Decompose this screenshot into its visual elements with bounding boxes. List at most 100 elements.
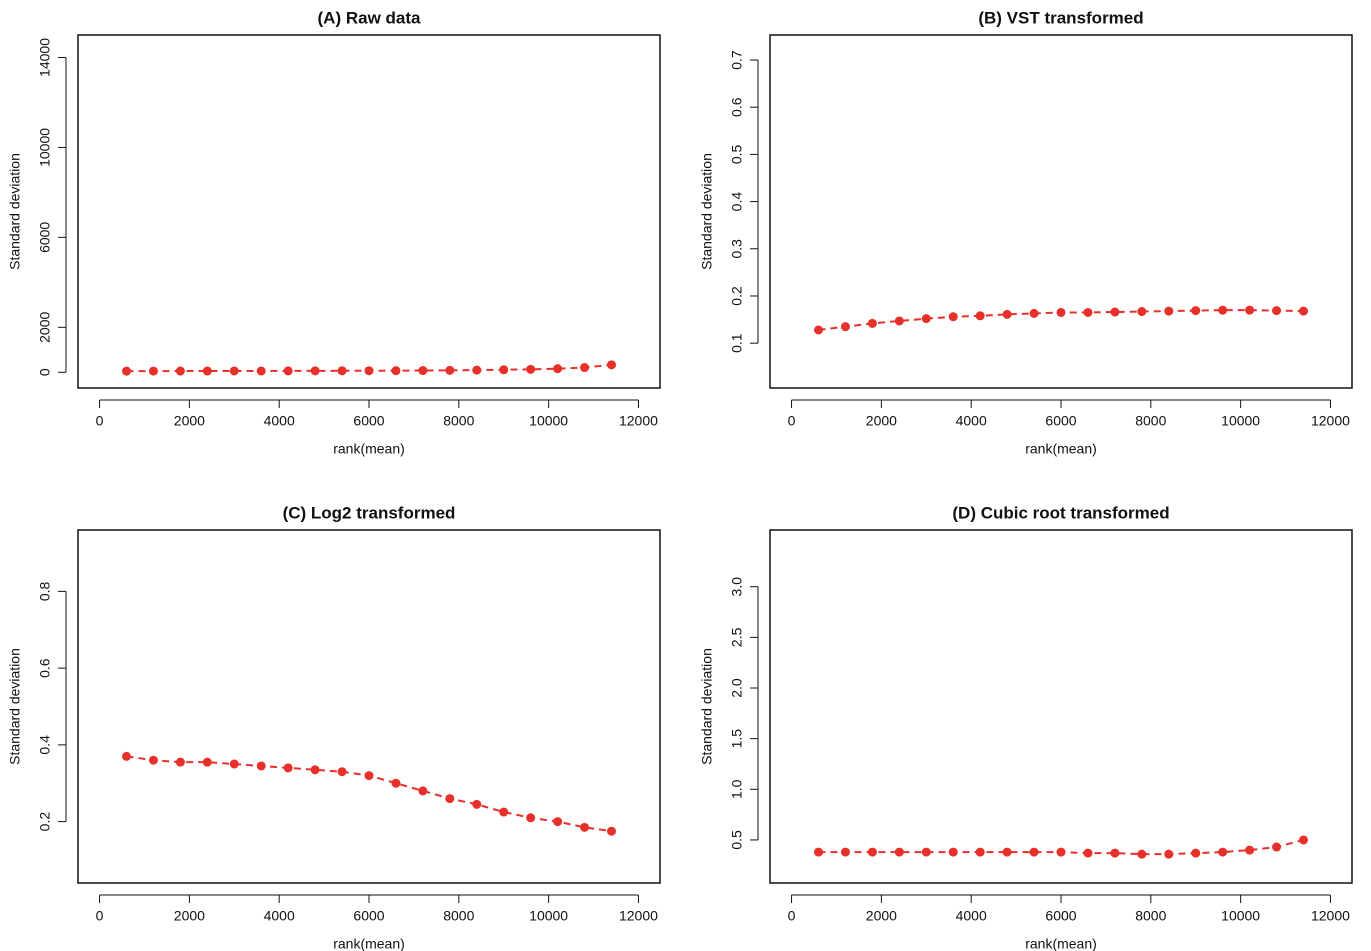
mean-point <box>840 322 850 332</box>
x-axis-label: rank(mean) <box>1025 441 1097 457</box>
x-tick-label: 8000 <box>1135 413 1166 429</box>
mean-point <box>202 757 212 767</box>
mean-point <box>283 763 293 773</box>
mean-point <box>202 366 212 376</box>
x-tick-label: 2000 <box>174 413 205 429</box>
mean-point <box>445 365 455 375</box>
mean-point <box>418 366 428 376</box>
x-axis-label: rank(mean) <box>1025 936 1097 951</box>
y-axis-label: Standard deviation <box>7 648 23 765</box>
plot-frame <box>769 34 1353 389</box>
panel: (A) Raw data rank(mean) Standard deviation… <box>7 8 661 457</box>
y-tick-label: 3.0 <box>729 577 745 597</box>
x-tick-label: 10000 <box>529 908 568 924</box>
mean-point <box>148 755 158 765</box>
x-axis-label: rank(mean) <box>333 936 405 951</box>
mean-point <box>580 822 590 832</box>
mean-point <box>337 767 347 777</box>
plot-frame <box>77 34 661 389</box>
mean-point <box>526 813 536 823</box>
panel-title: (B) VST transformed <box>978 8 1143 27</box>
panel-title: (C) Log2 transformed <box>283 503 456 522</box>
x-tick-label: 8000 <box>443 413 474 429</box>
mean-point <box>1218 305 1228 315</box>
mean-point <box>122 751 131 761</box>
mean-point <box>1002 847 1012 857</box>
x-tick-label: 0 <box>96 908 104 924</box>
x-tick-label: 10000 <box>1221 413 1260 429</box>
mean-point <box>894 316 904 326</box>
mean-point <box>1245 845 1255 855</box>
mean-point <box>337 366 347 376</box>
mean-point <box>921 314 931 324</box>
mean-point <box>948 312 958 322</box>
mean-point <box>1056 847 1066 857</box>
y-tick-label: 2.0 <box>729 678 745 698</box>
mean-point <box>122 366 131 376</box>
mean-point <box>1083 307 1093 317</box>
y-tick-label: 0.7 <box>729 50 745 70</box>
y-tick-label: 0.6 <box>729 97 745 117</box>
mean-point <box>1056 307 1066 317</box>
y-tick-label: 1.0 <box>729 779 745 799</box>
x-tick-label: 4000 <box>956 908 987 924</box>
mean-point <box>1029 847 1039 857</box>
plot-frame <box>769 529 1353 884</box>
mean-point <box>1083 848 1093 858</box>
y-tick-label: 14000 <box>37 38 53 77</box>
x-tick-label: 2000 <box>866 908 897 924</box>
mean-point <box>607 360 616 370</box>
mean-point <box>607 826 616 836</box>
y-tick-label: 0.6 <box>37 658 53 678</box>
x-tick-label: 0 <box>96 413 104 429</box>
y-tick-label: 0 <box>37 368 53 376</box>
mean-point <box>499 807 509 817</box>
mean-point <box>867 847 877 857</box>
mean-point <box>553 364 563 374</box>
x-tick-label: 4000 <box>956 413 987 429</box>
x-tick-label: 12000 <box>1311 413 1350 429</box>
x-tick-label: 4000 <box>264 908 295 924</box>
mean-point <box>948 847 958 857</box>
mean-point <box>975 311 985 321</box>
mean-point <box>256 761 266 771</box>
mean-point <box>148 366 158 376</box>
mean-point <box>175 366 185 376</box>
x-tick-label: 0 <box>788 908 796 924</box>
mean-point <box>526 364 536 374</box>
mean-point <box>310 366 320 376</box>
x-tick-label: 10000 <box>529 413 568 429</box>
y-tick-label: 10000 <box>37 128 53 167</box>
mean-point <box>921 847 931 857</box>
mean-point <box>1029 308 1039 318</box>
x-tick-label: 12000 <box>619 413 658 429</box>
mean-point <box>418 786 428 796</box>
mean-point <box>975 847 985 857</box>
mean-point <box>364 771 374 781</box>
mean-point <box>1164 849 1174 859</box>
y-tick-label: 2.5 <box>729 627 745 647</box>
x-tick-label: 8000 <box>443 908 474 924</box>
x-axis-label: rank(mean) <box>333 441 405 457</box>
y-tick-label: 0.5 <box>729 144 745 164</box>
mean-point <box>814 847 823 857</box>
mean-point <box>1272 306 1282 316</box>
mean-point <box>472 799 482 809</box>
panel: (D) Cubic root transformed rank(mean) Stan… <box>699 503 1353 951</box>
mean-point <box>1191 848 1201 858</box>
x-tick-label: 8000 <box>1135 908 1166 924</box>
y-axis-label: Standard deviation <box>7 153 23 270</box>
mean-point <box>1299 835 1308 845</box>
mean-point <box>1137 849 1147 859</box>
y-tick-label: 0.5 <box>729 830 745 850</box>
y-tick-label: 1.5 <box>729 729 745 749</box>
y-tick-label: 0.2 <box>729 286 745 306</box>
x-tick-label: 6000 <box>353 908 384 924</box>
mean-point <box>894 847 904 857</box>
mean-point <box>553 817 563 827</box>
mean-point <box>1164 306 1174 316</box>
x-tick-label: 2000 <box>174 908 205 924</box>
mean-point <box>1002 309 1012 319</box>
mean-point <box>1137 307 1147 317</box>
